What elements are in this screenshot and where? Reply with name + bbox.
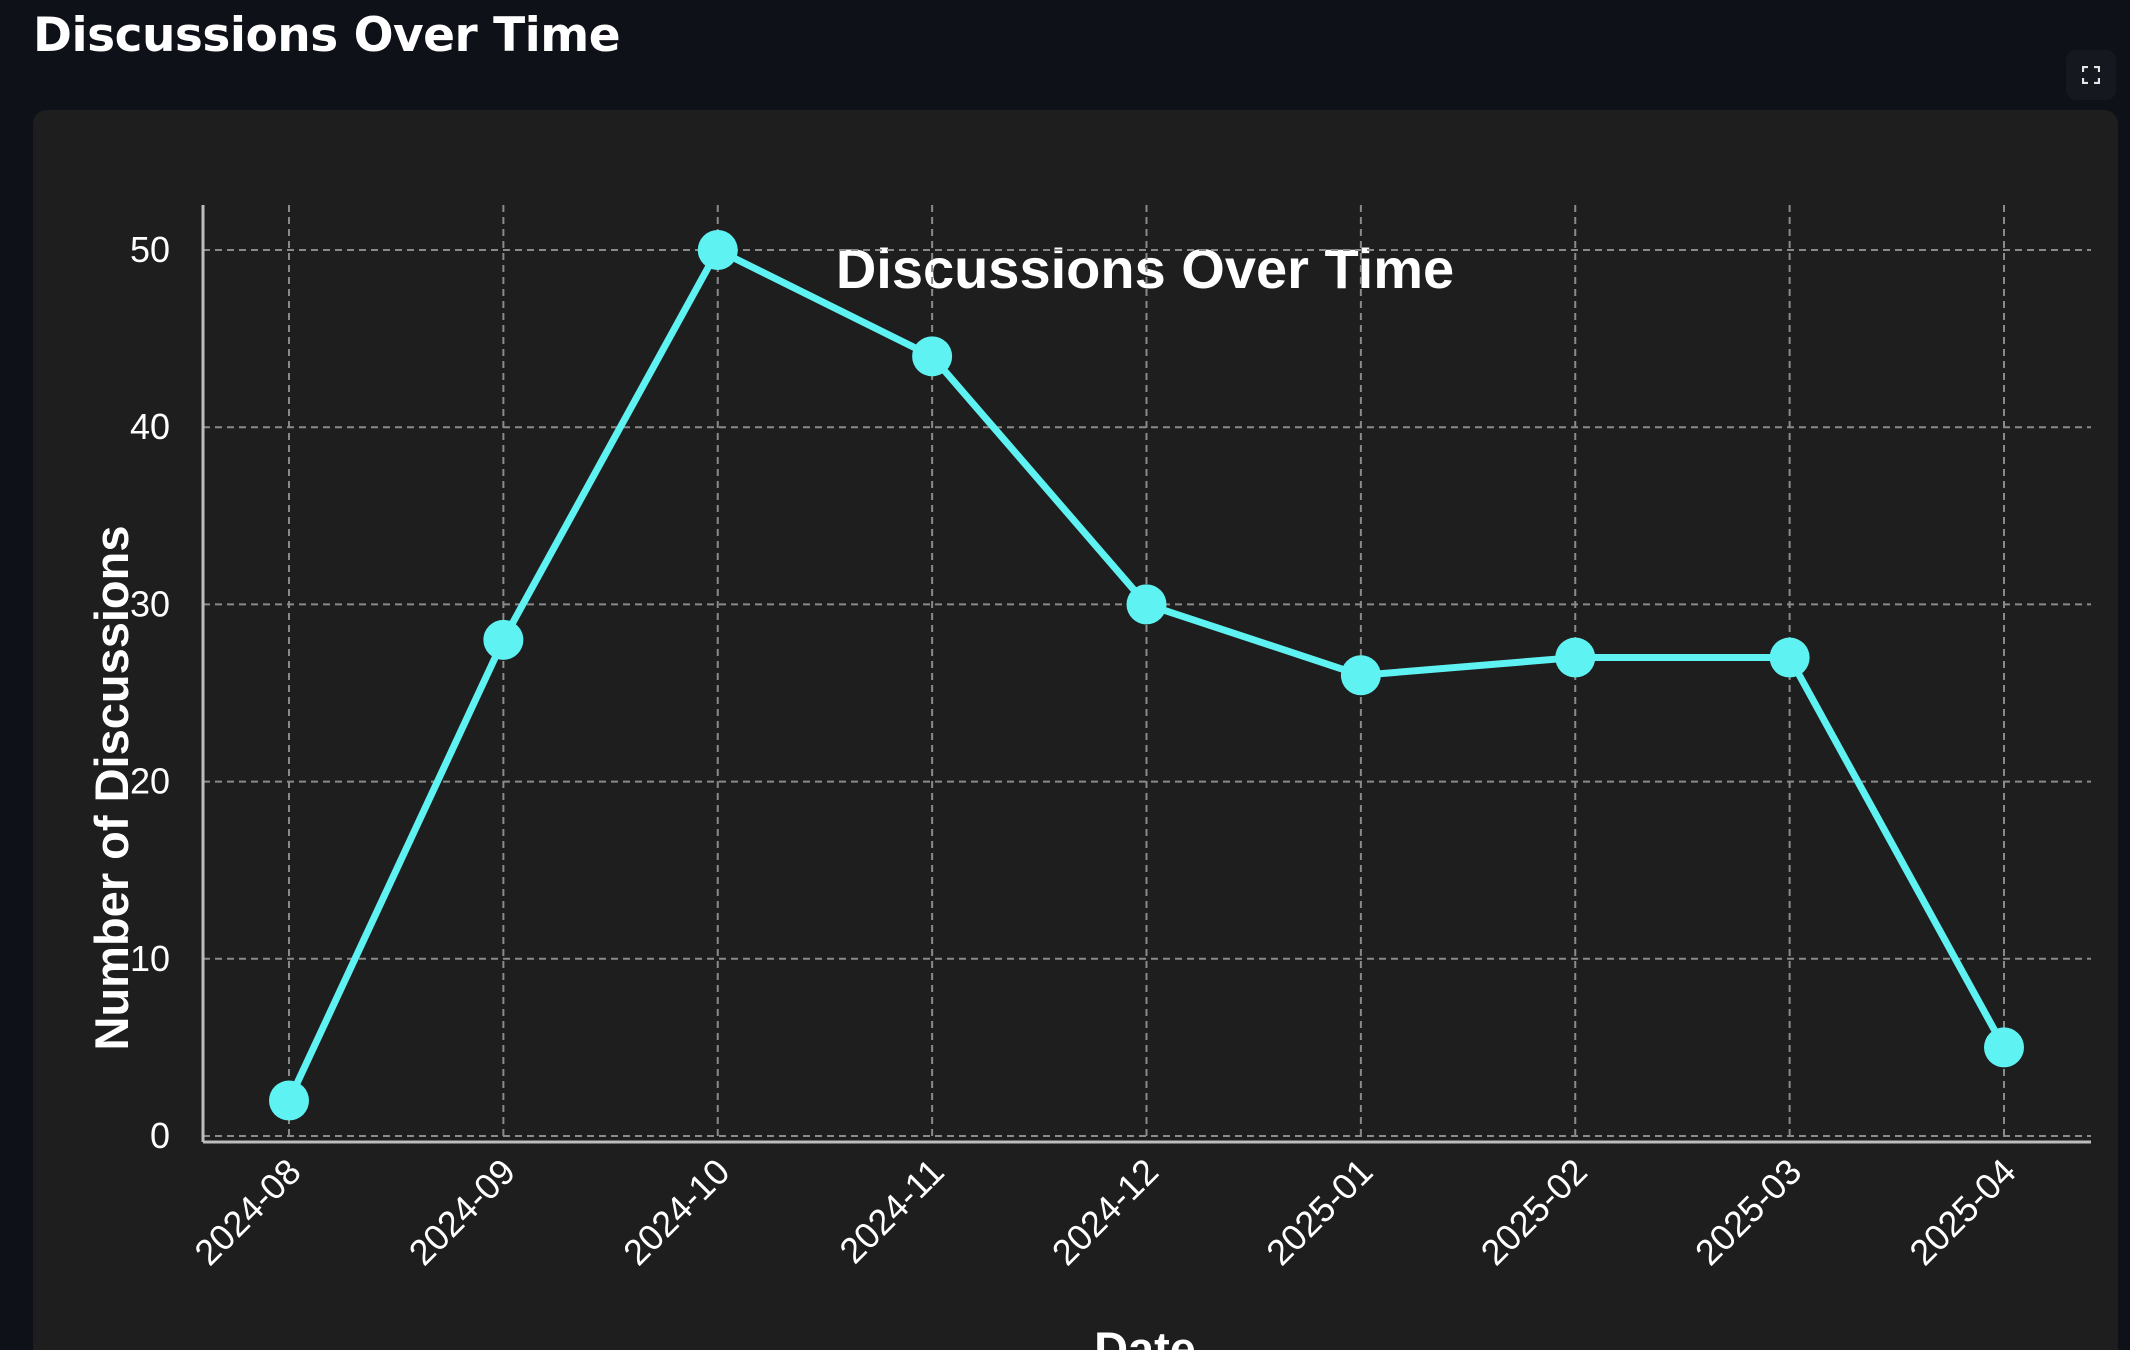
- y-tick-label: 20: [130, 761, 170, 802]
- chart-title: Discussions Over Time: [836, 237, 1454, 300]
- axes: [201, 205, 2091, 1144]
- x-tick-label: 2025-04: [1901, 1151, 2023, 1273]
- y-axis-label: Number of Discussions: [85, 526, 138, 1051]
- y-tick-label: 30: [130, 583, 170, 624]
- y-tick-label: 0: [150, 1115, 170, 1156]
- x-tick-label: 2025-01: [1258, 1151, 1380, 1273]
- y-tick-label: 10: [130, 938, 170, 979]
- expand-icon: [2082, 66, 2100, 84]
- x-tick-label: 2024-12: [1044, 1151, 1166, 1273]
- page-title: Discussions Over Time: [33, 8, 621, 63]
- fullscreen-button[interactable]: [2066, 50, 2116, 100]
- data-point: [1340, 655, 1381, 696]
- data-point: [1126, 584, 1167, 625]
- series: [269, 230, 2024, 1121]
- data-point: [269, 1080, 309, 1121]
- x-tick-label: 2024-08: [186, 1151, 308, 1273]
- x-tick-label: 2024-11: [831, 1151, 952, 1272]
- data-point: [483, 619, 524, 660]
- x-tick-label: 2024-09: [401, 1151, 523, 1273]
- x-tick-label: 2025-03: [1687, 1151, 1809, 1273]
- data-point: [697, 230, 738, 270]
- data-point: [1984, 1027, 2024, 1068]
- chart-container: Discussions Over Time Number of Discussi…: [33, 110, 2118, 1350]
- y-tick-label: 50: [130, 229, 170, 270]
- tick-labels: 0 10 20 30 40 50 2024-08 2024-09 2024-10 2024-11 2…: [130, 229, 2024, 1273]
- x-axis-label: Date: [1094, 1322, 1196, 1350]
- x-tick-label: 2025-02: [1472, 1151, 1594, 1273]
- data-point: [1555, 637, 1596, 678]
- data-point: [1769, 637, 1810, 678]
- x-tick-label: 2024-10: [615, 1151, 737, 1273]
- y-tick-label: 40: [130, 406, 170, 447]
- discussions-line-chart: Discussions Over Time Number of Discussi…: [85, 205, 2091, 1350]
- data-point: [912, 336, 953, 377]
